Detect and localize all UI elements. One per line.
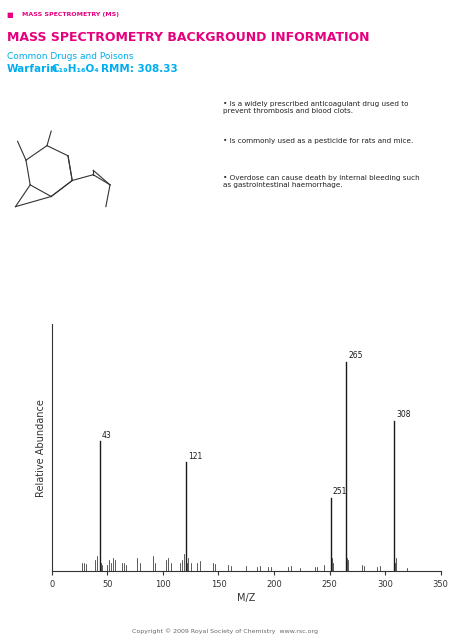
Text: 121: 121: [189, 452, 203, 461]
Text: C₁₉H₁₆O₄: C₁₉H₁₆O₄: [52, 64, 100, 74]
Y-axis label: Relative Abundance: Relative Abundance: [37, 399, 46, 497]
Text: RMM: 308.33: RMM: 308.33: [101, 64, 178, 74]
Text: 43: 43: [102, 431, 111, 440]
Text: MASS SPECTROMETRY BACKGROUND INFORMATION: MASS SPECTROMETRY BACKGROUND INFORMATION: [7, 31, 369, 44]
Text: 308: 308: [396, 410, 411, 419]
Text: Copyright © 2009 Royal Society of Chemistry  www.rsc.org: Copyright © 2009 Royal Society of Chemis…: [133, 628, 318, 634]
X-axis label: M/Z: M/Z: [237, 593, 255, 603]
Text: 265: 265: [349, 351, 363, 360]
Text: • Overdose can cause death by internal bleeding such
as gastrointestinal haemorr: • Overdose can cause death by internal b…: [223, 175, 420, 188]
Text: ■: ■: [7, 12, 14, 18]
Text: EXERCISE 1 - BODY IN A LAB: MURDER MYSTERY "WHO DUNNIT" 4: EXERCISE 1 - BODY IN A LAB: MURDER MYSTE…: [215, 12, 410, 17]
Text: MASS SPECTROMETRY (MS): MASS SPECTROMETRY (MS): [22, 12, 119, 17]
Text: 251: 251: [333, 487, 347, 496]
Text: Warfarin: Warfarin: [7, 64, 58, 74]
Text: Common Drugs and Poisons: Common Drugs and Poisons: [7, 52, 133, 61]
Text: • Is commonly used as a pesticide for rats and mice.: • Is commonly used as a pesticide for ra…: [223, 138, 414, 144]
Text: • Is a widely prescribed anticoagulant drug used to
prevent thrombosis and blood: • Is a widely prescribed anticoagulant d…: [223, 101, 409, 114]
Bar: [116, 112, 211, 243]
